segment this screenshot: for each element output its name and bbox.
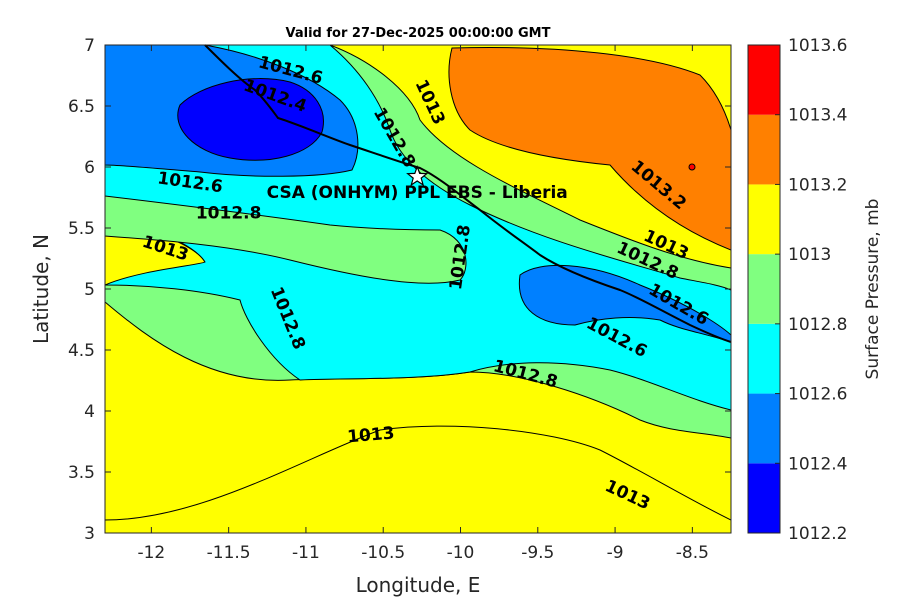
y-axis-label: Latitude, N — [29, 234, 53, 344]
colorbar-tick-label: 1012.8 — [788, 315, 847, 335]
y-tick-label: 3.5 — [68, 463, 95, 483]
colorbar-frame — [747, 44, 781, 534]
colorbar-tick-label: 1012.2 — [788, 524, 847, 544]
y-tick-label: 5.5 — [68, 219, 95, 239]
y-tick-label: 6.5 — [68, 97, 95, 117]
colorbar-tick-label: 1013.6 — [788, 36, 847, 56]
colorbar-label: Surface Pressure, mb — [863, 199, 883, 380]
y-axis: 3 3.5 4 4.5 5 5.5 6 6.5 7 — [68, 36, 731, 544]
site-star-icon — [406, 165, 429, 187]
contour-label: 1012.8 — [196, 203, 262, 223]
x-tick-label: -11.5 — [207, 543, 251, 563]
y-tick-label: 3 — [84, 524, 95, 544]
map-title: Valid for 27-Dec-2025 00:00:00 GMT — [286, 26, 551, 41]
x-tick-label: -11 — [292, 543, 320, 563]
colorbar-tick-label: 1013.4 — [788, 106, 847, 126]
y-tick-label: 4.5 — [68, 341, 95, 361]
x-tick-label: -8.5 — [676, 543, 709, 563]
x-tick-label: -10.5 — [361, 543, 405, 563]
site-marker: CSA (ONHYM) PPL EBS - Liberia — [267, 165, 568, 203]
x-axis-label: Longitude, E — [356, 573, 481, 597]
site-label: CSA (ONHYM) PPL EBS - Liberia — [267, 183, 568, 203]
colorbar-swatch — [748, 254, 780, 324]
colorbar-swatch — [748, 45, 780, 115]
colorbar-tick-label: 1012.6 — [788, 385, 847, 405]
colorbar-tick-label: 1013 — [788, 245, 831, 265]
contour-label: 1013 — [346, 423, 395, 447]
colorbar-tick-label: 1012.4 — [788, 454, 847, 474]
colorbar-swatch — [748, 184, 780, 255]
colorbar-swatch — [748, 323, 780, 394]
x-tick-label: -12 — [137, 543, 165, 563]
x-tick-label: -10 — [447, 543, 475, 563]
filled-region-1013-4-dot — [688, 163, 696, 171]
x-axis: -12 -11.5 -11 -10.5 -10 -9.5 -9 -8.5 — [137, 45, 709, 563]
coastline — [204, 44, 732, 343]
colorbar-swatch — [748, 393, 780, 464]
filled-region-1012-8-pocket — [105, 195, 467, 284]
x-tick-label: -9.5 — [521, 543, 554, 563]
colorbar-swatch — [748, 463, 780, 533]
filled-region-1013-south-2 — [105, 425, 731, 533]
colorbar-swatch — [748, 114, 780, 185]
y-tick-label: 5 — [84, 280, 95, 300]
plot-area — [105, 45, 731, 533]
colorbar: 1012.2 1012.4 1012.6 1012.8 1013 1013.2 1013.4… — [747, 36, 847, 544]
y-tick-label: 6 — [84, 158, 95, 178]
x-tick-label: -9 — [607, 543, 624, 563]
filled-region-1013-2 — [448, 46, 731, 251]
y-tick-label: 4 — [84, 402, 95, 422]
filled-region-1012-4-southeast — [518, 264, 731, 343]
y-tick-label: 7 — [84, 36, 95, 56]
colorbar-tick-label: 1013.2 — [788, 175, 847, 195]
